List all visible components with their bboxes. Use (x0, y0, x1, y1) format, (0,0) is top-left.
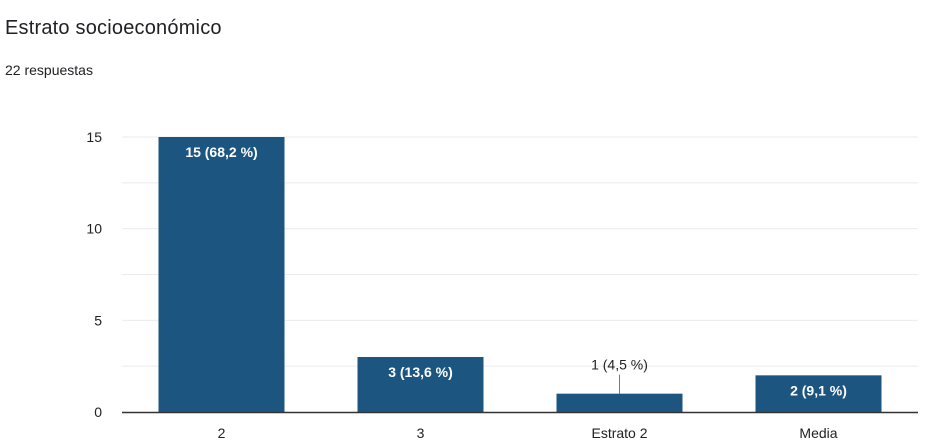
bar-0 (158, 137, 285, 412)
x-tick-label: 2 (218, 425, 226, 441)
data-label: 1 (4,5 %) (591, 357, 648, 373)
bar-1 (357, 357, 484, 412)
question-title: Estrato socioeconómico (5, 17, 222, 39)
data-label: 15 (68,2 %) (185, 144, 257, 160)
data-labels: 15 (68,2 %) 3 (13,6 %) 1 (4,5 %) 2 (9,1 %) (185, 144, 847, 398)
x-tick-label: 3 (417, 425, 425, 441)
response-count: 22 respuestas (5, 62, 93, 78)
axes: 0 5 10 15 2 3 Estrato 2 Media (86, 129, 918, 441)
x-tick-label: Media (799, 425, 837, 441)
bar-2 (556, 393, 683, 412)
y-tick-label: 5 (94, 312, 102, 328)
x-tick-label: Estrato 2 (591, 425, 647, 441)
bar-3 (755, 375, 882, 412)
y-tick-label: 0 (94, 404, 102, 420)
data-label: 2 (9,1 %) (790, 382, 847, 398)
bars (158, 137, 882, 412)
data-label: 3 (13,6 %) (388, 364, 453, 380)
y-tick-label: 10 (86, 221, 102, 237)
y-tick-label: 15 (86, 129, 102, 145)
